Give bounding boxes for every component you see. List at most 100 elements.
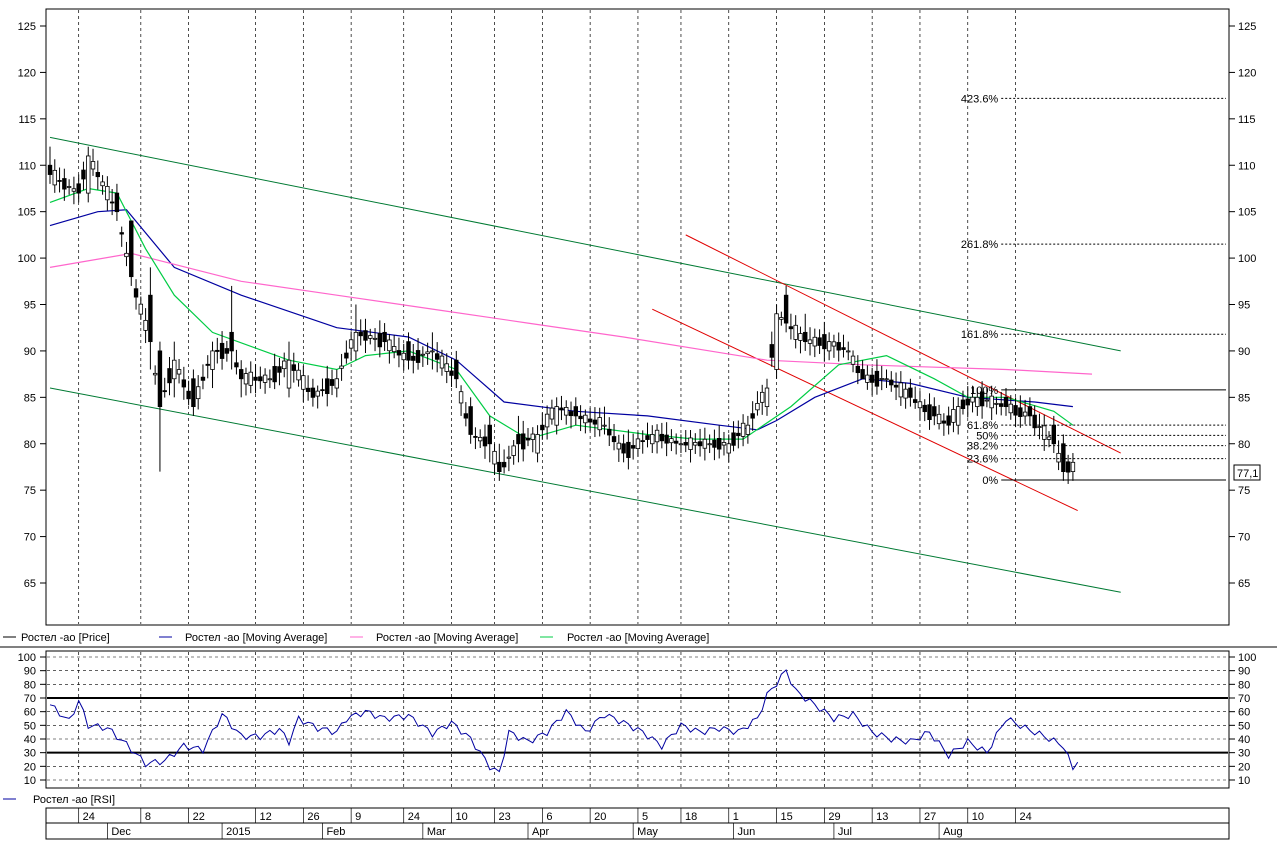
candle-body-143 <box>731 432 736 446</box>
candle-body-80 <box>430 350 435 353</box>
candle-body-208 <box>1042 425 1047 440</box>
candle-body-92 <box>487 424 492 445</box>
xaxis-day-label-5: 9 <box>355 811 361 823</box>
candle-body-20 <box>143 319 148 331</box>
candle-body-111 <box>578 415 583 420</box>
ytick-label-left-12: 65 <box>24 578 36 590</box>
candle-body-30 <box>191 378 196 408</box>
candle-body-207 <box>1037 426 1042 428</box>
fib-label-3: 100% <box>970 385 998 397</box>
candle-body-148 <box>755 402 760 411</box>
fib-label-2: 161.8% <box>961 329 999 341</box>
candle-body-82 <box>439 355 445 369</box>
candle-body-184 <box>927 404 932 421</box>
candle-body-57 <box>320 389 325 392</box>
candle-body-55 <box>310 387 316 398</box>
candle-body-66 <box>363 330 368 341</box>
candle-body-116 <box>602 424 607 427</box>
candle-body-197 <box>989 395 994 409</box>
candle-body-181 <box>912 399 918 403</box>
candle-body-45 <box>262 374 268 383</box>
fib-label-6: 38.2% <box>967 441 998 453</box>
candle-body-83 <box>444 363 449 372</box>
candle-body-171 <box>865 374 870 383</box>
ytick-label-right-8: 85 <box>1238 392 1250 404</box>
candle-body-136 <box>697 441 703 447</box>
candle-body-155 <box>788 326 794 330</box>
candle-body-96 <box>506 456 512 459</box>
ytick-label-right-9: 80 <box>1238 439 1250 451</box>
candle-body-199 <box>999 403 1004 407</box>
candle-body-127 <box>654 429 660 443</box>
candle-body-25 <box>167 368 172 384</box>
candle-body-128 <box>659 433 665 442</box>
candle-body-87 <box>463 413 469 419</box>
candle-body-29 <box>186 390 191 400</box>
rsi-ytick-label-right-8: 20 <box>1238 761 1250 773</box>
xaxis-month-label-8: Aug <box>943 826 963 838</box>
candle-body-95 <box>501 461 507 468</box>
candle-body-110 <box>573 406 578 417</box>
ytick-label-left-3: 110 <box>18 160 36 172</box>
fib-label-1: 261.8% <box>961 239 999 251</box>
candle-body-205 <box>1027 406 1033 417</box>
candle-body-211 <box>1056 452 1061 463</box>
rsi-ytick-label-left-1: 90 <box>24 666 36 678</box>
ytick-label-left-9: 80 <box>24 439 36 451</box>
fib-label-7: 23.6% <box>967 454 998 466</box>
candle-body-18 <box>133 288 139 298</box>
candle-body-183 <box>922 404 927 413</box>
candle-body-119 <box>616 442 622 450</box>
candle-body-50 <box>286 359 292 389</box>
trend-red-upper <box>685 234 1121 454</box>
candle-body-113 <box>587 418 593 423</box>
fib-label-8: 0% <box>982 475 998 487</box>
candle-body-144 <box>736 432 741 437</box>
candle-body-5 <box>71 188 77 192</box>
xaxis-month-label-0: Dec <box>111 826 131 838</box>
candle-body-31 <box>195 386 201 400</box>
candle-body-212 <box>1061 443 1066 473</box>
candle-body-117 <box>607 428 612 436</box>
candle-body-174 <box>879 378 884 380</box>
ytick-label-left-5: 100 <box>18 253 36 265</box>
candle-body-132 <box>678 443 684 446</box>
candle-body-115 <box>597 417 602 431</box>
candle-body-2 <box>57 180 62 182</box>
candle-body-176 <box>889 379 894 386</box>
candle-body-161 <box>817 337 822 346</box>
last-price-label: 77,1 <box>1237 468 1258 480</box>
rsi-ytick-label-left-6: 40 <box>24 734 36 746</box>
xaxis-day-label-11: 5 <box>642 811 648 823</box>
candle-body-158 <box>803 331 808 343</box>
candle-body-76 <box>411 355 416 361</box>
candle-body-175 <box>884 378 889 381</box>
candle-body-166 <box>841 347 846 350</box>
candle-body-24 <box>162 390 167 393</box>
rsi-legend: Ростел -ао [RSI] <box>3 794 115 806</box>
rsi-ytick-label-left-9: 10 <box>24 775 36 787</box>
candle-body-118 <box>611 436 617 443</box>
candle-body-185 <box>932 406 937 417</box>
candle-body-154 <box>783 294 789 324</box>
xaxis-day-label-6: 24 <box>408 811 420 823</box>
candle-body-109 <box>568 411 574 417</box>
rsi-ytick-label-left-2: 80 <box>24 679 36 691</box>
candle-body-182 <box>917 401 923 409</box>
moving-average-1 <box>49 252 1093 375</box>
candle-body-187 <box>941 420 947 424</box>
candle-body-160 <box>812 336 817 347</box>
candle-body-59 <box>329 379 335 386</box>
candle-body-178 <box>898 382 904 398</box>
candle-body-169 <box>855 365 861 374</box>
candle-body-104 <box>544 413 550 428</box>
candle-body-68 <box>372 337 378 340</box>
candle-body-44 <box>258 376 263 382</box>
candle-body-193 <box>970 396 975 403</box>
candle-body-6 <box>76 183 81 194</box>
candle-body-135 <box>693 442 698 446</box>
ytick-label-left-8: 85 <box>24 392 36 404</box>
rsi-line-0 <box>49 669 1079 773</box>
ytick-label-left-6: 95 <box>24 300 36 312</box>
candle-body-114 <box>592 419 598 425</box>
